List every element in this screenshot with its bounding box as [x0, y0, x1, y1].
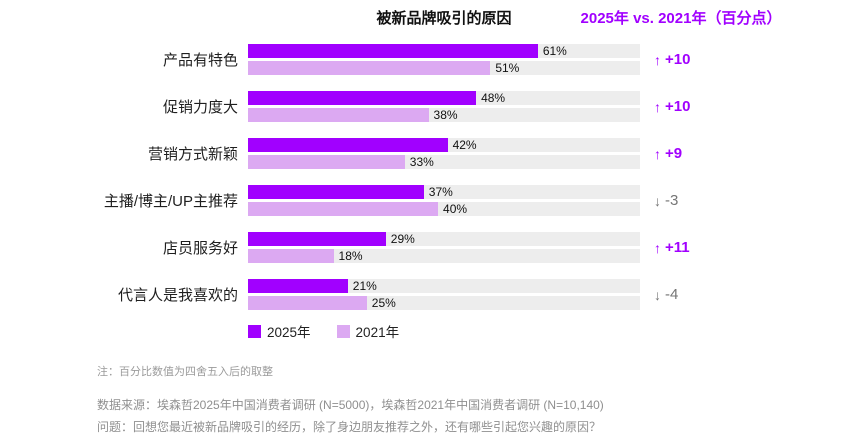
legend-swatch-2025: [248, 324, 261, 338]
footnote-question: 问题：回想您最近被新品牌吸引的经历，除了身边朋友推荐之外，还有哪些引起您兴趣的原…: [97, 420, 602, 434]
value-label-2021: 33%: [409, 155, 434, 169]
change-value: +10: [665, 51, 691, 68]
value-label-2021: 51%: [495, 61, 520, 75]
bar-track-2025: 48%: [248, 91, 640, 105]
bar-2025: [248, 44, 538, 58]
bar-track-2021: 33%: [248, 155, 640, 169]
legend-label-2021: 2021年: [355, 325, 400, 340]
bar-track-2021: 38%: [248, 108, 640, 122]
bar-track-2021: 40%: [248, 202, 640, 216]
legend: 2025年 2021年: [248, 321, 399, 341]
arrow-icon: ↓: [654, 286, 661, 303]
category-label: 产品有特色: [162, 52, 238, 69]
bar-2025: [248, 232, 386, 246]
change-indicator: ↓ -4: [654, 286, 678, 303]
comparison-title: 2025年 vs. 2021年（百分点）: [580, 10, 782, 27]
chart-title: 被新品牌吸引的原因: [376, 10, 512, 27]
value-label-2025: 29%: [390, 232, 415, 246]
chart-row: 产品有特色 61% 51% ↑ +10: [0, 36, 865, 83]
change-value: +10: [665, 98, 691, 115]
bar-track-2021: 51%: [248, 61, 640, 75]
bar-group: 29% 18%: [248, 232, 640, 263]
bar-group: 37% 40%: [248, 185, 640, 216]
bar-2025: [248, 138, 448, 152]
value-label-2025: 21%: [352, 279, 377, 293]
legend-item-2025: 2025年: [248, 321, 311, 341]
value-label-2025: 48%: [481, 91, 506, 105]
arrow-icon: ↑: [654, 51, 661, 68]
arrow-icon: ↑: [654, 98, 661, 115]
change-indicator: ↑ +11: [654, 239, 690, 256]
change-value: -4: [665, 286, 679, 303]
change-indicator: ↑ +9: [654, 145, 682, 162]
arrow-icon: ↓: [654, 192, 661, 209]
chart-row: 店员服务好 29% 18% ↑ +11: [0, 224, 865, 271]
bar-2025: [248, 279, 348, 293]
category-label: 促销力度大: [162, 99, 238, 116]
change-indicator: ↑ +10: [654, 98, 690, 115]
change-indicator: ↑ +10: [654, 51, 690, 68]
bar-2021: [248, 202, 439, 216]
change-indicator: ↓ -3: [654, 192, 678, 209]
bar-2021: [248, 249, 334, 263]
value-label-2021: 38%: [433, 108, 458, 122]
value-label-2025: 37%: [428, 185, 453, 199]
chart-row: 主播/博主/UP主推荐 37% 40% ↓ -3: [0, 177, 865, 224]
bar-2021: [248, 61, 491, 75]
bar-group: 61% 51%: [248, 44, 640, 75]
chart-rows: 产品有特色 61% 51% ↑ +10 促销力度大: [0, 36, 865, 318]
bar-track-2025: 37%: [248, 185, 640, 199]
value-label-2021: 40%: [443, 202, 468, 216]
category-label: 主播/博主/UP主推荐: [103, 193, 238, 210]
value-label-2025: 42%: [452, 138, 477, 152]
bar-track-2025: 42%: [248, 138, 640, 152]
bar-2021: [248, 108, 429, 122]
legend-label-2025: 2025年: [267, 325, 311, 340]
chart-row: 促销力度大 48% 38% ↑ +10: [0, 83, 865, 130]
bar-2025: [248, 91, 477, 105]
bar-2021: [248, 155, 405, 169]
bar-group: 21% 25%: [248, 279, 640, 310]
change-value: +9: [665, 145, 683, 162]
bar-track-2025: 21%: [248, 279, 640, 293]
bar-2021: [248, 296, 367, 310]
bar-group: 42% 33%: [248, 138, 640, 169]
bar-track-2021: 25%: [248, 296, 640, 310]
chart-row: 代言人是我喜欢的 21% 25% ↓ -4: [0, 271, 865, 318]
arrow-icon: ↑: [654, 239, 661, 256]
footnote-source: 数据来源：埃森哲2025年中国消费者调研 (N=5000)，埃森哲2021年中国…: [97, 398, 604, 412]
category-label: 代言人是我喜欢的: [117, 287, 238, 304]
bar-track-2021: 18%: [248, 249, 640, 263]
chart-row: 营销方式新颖 42% 33% ↑ +9: [0, 130, 865, 177]
bar-track-2025: 29%: [248, 232, 640, 246]
arrow-icon: ↑: [654, 145, 661, 162]
change-value: -3: [665, 192, 679, 209]
value-label-2021: 18%: [338, 249, 363, 263]
value-label-2021: 25%: [371, 296, 396, 310]
bar-group: 48% 38%: [248, 91, 640, 122]
category-label: 店员服务好: [162, 240, 238, 257]
bar-track-2025: 61%: [248, 44, 640, 58]
category-label: 营销方式新颖: [147, 146, 238, 163]
value-label-2025: 61%: [542, 44, 567, 58]
change-value: +11: [665, 239, 690, 256]
footnote-rounding: 注：百分比数值为四舍五入后的取整: [97, 366, 273, 378]
bar-2025: [248, 185, 424, 199]
legend-swatch-2021: [336, 324, 350, 338]
legend-item-2021: 2021年: [336, 321, 400, 341]
